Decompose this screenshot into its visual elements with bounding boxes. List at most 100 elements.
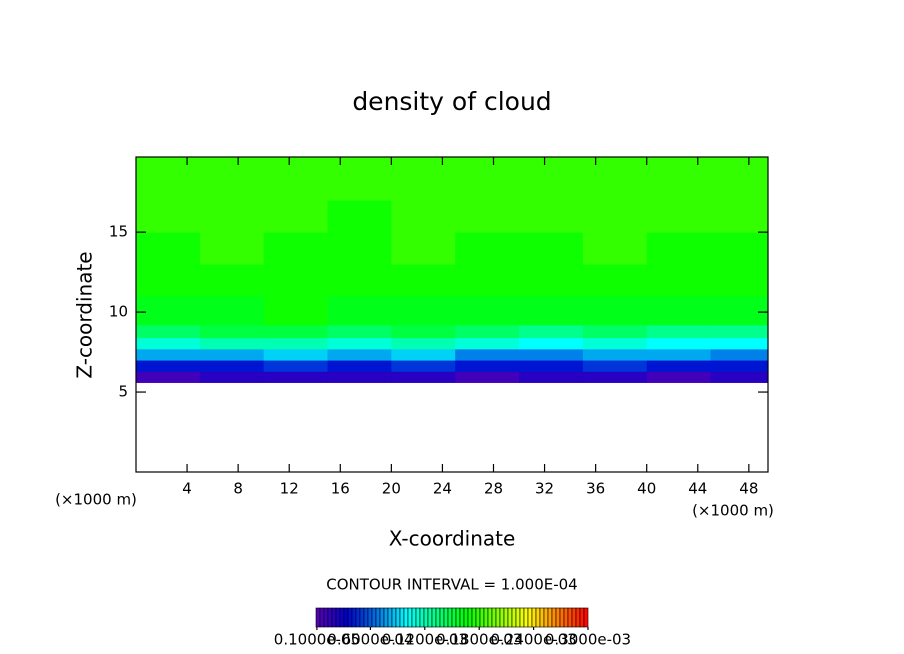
x-tick-label: 12 — [280, 480, 299, 498]
cell — [199, 337, 265, 350]
cell — [136, 324, 201, 339]
x-tick-label: 8 — [233, 480, 243, 498]
colorbar-swatch — [515, 607, 521, 628]
colorbar-tick-label: 0.6000e-04 — [327, 631, 413, 649]
cell — [710, 337, 769, 350]
colorbar-swatch — [335, 607, 341, 628]
colorbar-swatch — [511, 607, 517, 628]
cell — [519, 324, 584, 339]
cell — [136, 348, 201, 361]
colorbar-swatch — [455, 607, 461, 628]
y-tick-label: 15 — [109, 223, 128, 241]
cell — [455, 232, 520, 265]
colorbar-swatch — [483, 607, 489, 628]
colorbar-swatch — [551, 607, 557, 628]
cell — [710, 232, 769, 265]
x-tick-label: 36 — [586, 480, 605, 498]
colorbar-swatch — [443, 607, 449, 628]
cell — [710, 296, 769, 326]
colorbar-swatch — [323, 607, 329, 628]
x-tick-label: 16 — [331, 480, 350, 498]
colorbar-tick-label: 0.2400e-03 — [490, 631, 576, 649]
colorbar-swatch — [563, 607, 569, 628]
cell — [263, 232, 329, 265]
colorbar-swatch — [543, 607, 549, 628]
cell — [519, 296, 584, 326]
colorbar-swatch — [407, 607, 413, 628]
y-axis-label: Z-coordinate — [73, 251, 97, 378]
colorbar-swatch — [459, 607, 465, 628]
cell — [646, 296, 712, 326]
cell — [136, 157, 201, 201]
colorbar-swatch — [439, 607, 445, 628]
colorbar-swatch — [507, 607, 513, 628]
colorbar-swatch — [427, 607, 433, 628]
cell — [582, 371, 648, 383]
cell — [455, 371, 520, 383]
x-tick-label: 28 — [484, 480, 503, 498]
cell — [263, 371, 329, 383]
cell — [455, 337, 520, 350]
colorbar-swatch — [559, 607, 565, 628]
cell — [391, 360, 456, 372]
cell — [582, 337, 648, 350]
cell — [582, 360, 648, 372]
cell — [199, 371, 265, 383]
cell — [710, 264, 769, 297]
colorbar-swatch — [315, 607, 321, 628]
colorbar-swatch — [423, 607, 429, 628]
cell — [582, 157, 648, 201]
cell — [391, 348, 456, 361]
cell — [263, 360, 329, 372]
cell — [455, 200, 520, 233]
cell — [710, 360, 769, 372]
cell — [710, 324, 769, 339]
cell — [327, 200, 392, 233]
colorbar-swatch — [583, 607, 589, 628]
cell — [263, 264, 329, 297]
cell — [199, 232, 265, 265]
cell — [582, 232, 648, 265]
cell — [646, 232, 712, 265]
x-tick-label: 20 — [382, 480, 401, 498]
cell — [263, 337, 329, 350]
cell — [582, 296, 648, 326]
colorbar-swatch — [547, 607, 553, 628]
colorbar: 0.1000e-050.6000e-040.1200e-030.1800e-03… — [274, 607, 631, 649]
cell — [646, 200, 712, 233]
cell — [263, 157, 329, 201]
colorbar-swatch — [475, 607, 481, 628]
colorbar-swatch — [403, 607, 409, 628]
colorbar-swatch — [571, 607, 577, 628]
cell — [582, 200, 648, 233]
cell — [710, 157, 769, 201]
cell — [646, 324, 712, 339]
cell — [199, 264, 265, 297]
cell — [136, 360, 201, 372]
colorbar-swatch — [343, 607, 349, 628]
colorbar-swatch — [451, 607, 457, 628]
x-tick-label: 48 — [739, 480, 758, 498]
cell — [519, 371, 584, 383]
cell — [199, 348, 265, 361]
colorbar-swatch — [347, 607, 353, 628]
cell — [327, 371, 392, 383]
chart-title: density of cloud — [352, 87, 551, 116]
cell — [199, 157, 265, 201]
cell — [263, 200, 329, 233]
cell — [519, 232, 584, 265]
colorbar-swatch — [411, 607, 417, 628]
cell — [327, 348, 392, 361]
cell — [519, 264, 584, 297]
colorbar-tick-label: 0.1000e-05 — [274, 631, 360, 649]
cell — [710, 371, 769, 383]
colorbar-swatch — [579, 607, 585, 628]
cell — [391, 264, 456, 297]
cell — [199, 324, 265, 339]
cell — [391, 371, 456, 383]
y-tick-label: 10 — [109, 303, 128, 321]
cell — [391, 337, 456, 350]
colorbar-swatch — [415, 607, 421, 628]
colorbar-swatch — [383, 607, 389, 628]
